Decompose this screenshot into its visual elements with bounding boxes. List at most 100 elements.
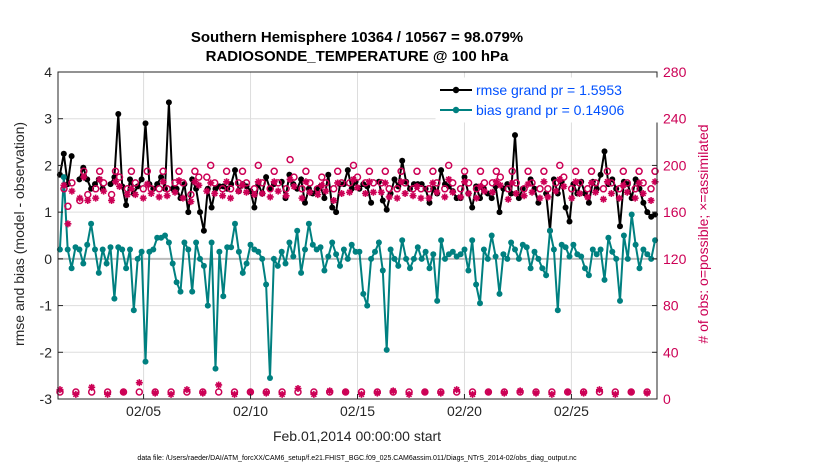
bias-point [107,244,114,251]
obs-assimilated-point [330,196,338,204]
obs-assimilated-point [552,187,560,195]
obs-assimilated-point [76,194,84,202]
obs-assimilated-point [286,175,294,183]
obs-assimilated-point [473,194,481,202]
rmse-point [391,176,398,183]
obs-possible-point [191,167,199,176]
bias-point [235,248,242,255]
rmse-point [379,197,386,204]
obs-assimilated-point [68,187,76,195]
obs-assimilated-point [457,193,465,201]
obs-possible-point [187,190,195,199]
rmse-point [165,99,172,106]
obs-possible-point [520,185,528,193]
obs-assimilated-point [104,390,112,398]
bias-point [228,244,235,251]
obs-assimilated-point [532,389,540,397]
bias-point [395,262,402,269]
y-tick-label-left: -3 [40,391,53,407]
legend-box [435,77,659,123]
obs-assimilated-point [365,178,373,186]
obs-possible-point [91,185,100,193]
y-tick-label-right: 120 [663,251,687,267]
obs-assimilated-point [151,389,159,397]
series [56,99,659,398]
obs-possible-point [393,185,401,193]
obs-assimilated-point [274,187,282,195]
bias-point [515,255,522,262]
obs-assimilated-point [223,178,231,186]
bias-point [473,281,480,288]
legend: rmse grand pr = 1.5953 bias grand pr = 0… [435,77,659,123]
obs-assimilated-point [183,386,191,394]
rmse-point [644,209,651,216]
obs-assimilated-point [461,178,469,186]
bias-point [84,241,91,248]
rmse-point [329,204,336,211]
bias-point [644,251,651,258]
bias-point [103,260,110,267]
obs-possible-point [171,179,179,187]
bias-point [119,246,126,253]
obs-possible-point [318,173,326,181]
rmse-point [208,204,215,211]
obs-assimilated-point [619,181,627,189]
rmse-point [461,174,468,181]
obs-possible-point [444,161,453,170]
chart-title-line1: Southern Hemisphere 10364 / 10567 = 98.0… [191,29,523,46]
obs-assimilated-point [607,189,615,197]
bias-point [185,246,192,253]
bias-point [601,276,608,283]
obs-assimilated-point [238,181,246,189]
bias-point [535,255,542,262]
obs-possible-point [429,167,437,176]
obs-assimilated-point [496,181,504,189]
bias-point [263,281,270,288]
y-tick-label-right: 80 [663,298,679,314]
obs-assimilated-point [219,192,227,200]
obs-possible-point [651,167,659,176]
bias-point [531,248,538,255]
y-axis-label-left: rmse and bias (model - observation) [11,122,27,346]
obs-assimilated-point [294,384,302,392]
bias-point [204,302,211,309]
bias-point [585,272,592,279]
bias-point [294,227,301,234]
y-tick-label-right: 0 [663,391,671,407]
obs-assimilated-point [96,175,104,183]
obs-possible-point [68,179,76,187]
obs-assimilated-point [469,390,477,398]
obs-assimilated-point [603,178,611,186]
obs-possible-point [143,167,152,176]
obs-possible-point [238,167,247,176]
obs-assimilated-point [397,178,405,186]
obs-assimilated-point [131,191,139,199]
y-axis-label-right: # of obs: o=possible; ×=assimilated [695,124,711,343]
obs-possible-point [345,179,354,187]
bias-point [640,246,647,253]
obs-assimilated-point [100,187,108,195]
obs-possible-point [282,185,290,193]
obs-assimilated-point [266,193,274,201]
rmse-point [325,171,332,178]
bias-point [383,346,390,353]
bias-point [512,246,518,253]
legend-bias-marker [452,106,460,114]
obs-assimilated-point [536,194,544,202]
bias-point [628,211,635,218]
obs-assimilated-point [572,178,580,186]
obs-possible-point [583,185,592,193]
obs-assimilated-point [401,189,409,197]
legend-bias-label: bias grand pr = 0.14906 [476,102,624,118]
y-tick-label-right: 160 [663,204,687,220]
obs-possible-point [214,388,223,396]
obs-possible-point [159,167,167,176]
obs-possible-point [163,185,171,193]
obs-assimilated-point [560,182,568,190]
bias-point [387,246,394,253]
bias-point [527,265,534,272]
obs-possible-point [540,167,548,176]
obs-assimilated-point [159,178,167,186]
obs-assimilated-point [191,178,199,186]
